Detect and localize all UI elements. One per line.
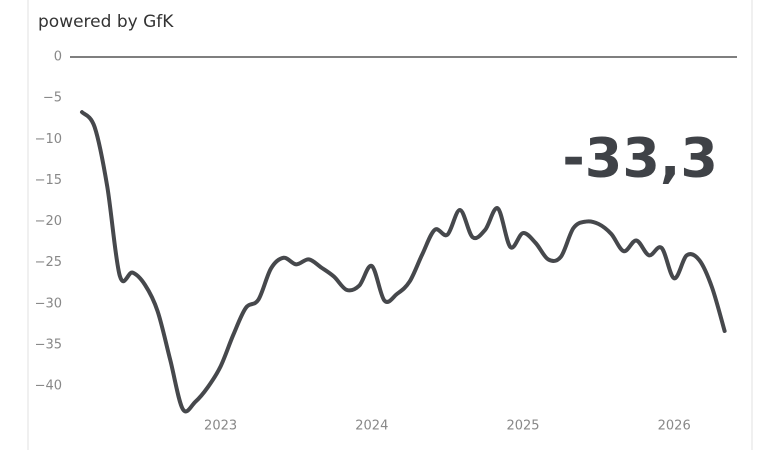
chart-title: powered by GfK: [38, 12, 174, 32]
y-tick-label: −25: [35, 255, 62, 270]
y-tick-label: −30: [35, 296, 62, 311]
line: [80, 110, 727, 414]
y-tick-label: −10: [35, 132, 62, 147]
x-tick-label: 2024: [355, 419, 388, 434]
y-tick-label: −40: [35, 379, 62, 394]
y-tick-label: −35: [35, 337, 62, 352]
x-tick-label: 2023: [204, 419, 237, 434]
value-label: -33,3: [562, 127, 718, 190]
y-tick-label: −5: [43, 91, 62, 106]
y-tick-label: −20: [35, 214, 62, 229]
x-tick-label: 2025: [506, 419, 539, 434]
x-tick-label: 2026: [658, 419, 691, 434]
y-tick-label: 0: [54, 50, 62, 65]
y-tick-label: −15: [35, 173, 62, 188]
